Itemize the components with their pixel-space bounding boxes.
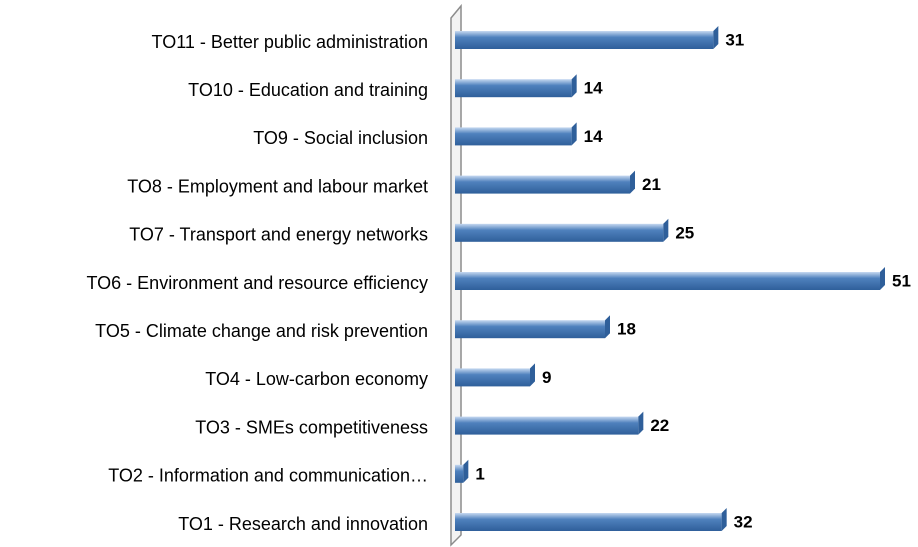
value-label: 31	[725, 30, 744, 49]
category-label: TO1 - Research and innovation	[178, 514, 428, 534]
bar-end	[663, 218, 669, 242]
bar	[455, 175, 630, 194]
bar	[455, 368, 530, 387]
category-label: TO7 - Transport and energy networks	[129, 225, 428, 245]
category-label: TO2 - Information and communication…	[108, 466, 428, 486]
category-label: TO9 - Social inclusion	[253, 128, 428, 148]
bar	[455, 127, 572, 146]
category-label: TO8 - Employment and labour market	[127, 176, 428, 196]
bar	[455, 31, 714, 49]
value-label: 25	[675, 223, 694, 242]
bar-end	[630, 170, 635, 194]
bar-end	[605, 315, 610, 339]
bar	[455, 223, 664, 242]
bar	[455, 79, 572, 98]
bar	[455, 416, 639, 435]
value-label: 14	[584, 127, 603, 146]
value-label: 9	[542, 368, 551, 387]
value-label: 21	[642, 175, 661, 194]
category-label: TO10 - Education and training	[188, 80, 428, 100]
bar-end	[530, 363, 535, 387]
bar-end	[463, 459, 469, 483]
bar	[455, 464, 464, 483]
value-label: 22	[650, 416, 669, 435]
category-label: TO6 - Environment and resource efficienc…	[87, 273, 429, 293]
value-label: 32	[734, 512, 753, 531]
bar-end	[721, 508, 727, 531]
value-label: 14	[584, 79, 603, 98]
category-label: TO5 - Climate change and risk prevention	[95, 321, 428, 341]
bar-end	[571, 122, 577, 146]
value-label: 1	[475, 464, 484, 483]
category-label: TO11 - Better public administration	[152, 32, 428, 52]
category-label: TO4 - Low-carbon economy	[205, 369, 428, 389]
category-label: TO3 - SMEs competitiveness	[195, 417, 428, 437]
bar	[455, 513, 722, 531]
bar-end	[638, 411, 644, 435]
bar	[455, 272, 880, 290]
bar-end	[713, 26, 719, 49]
bar	[455, 320, 605, 339]
bar-end	[880, 267, 885, 290]
value-label: 51	[892, 271, 911, 290]
bar-end	[571, 74, 577, 98]
value-label: 18	[617, 320, 636, 339]
